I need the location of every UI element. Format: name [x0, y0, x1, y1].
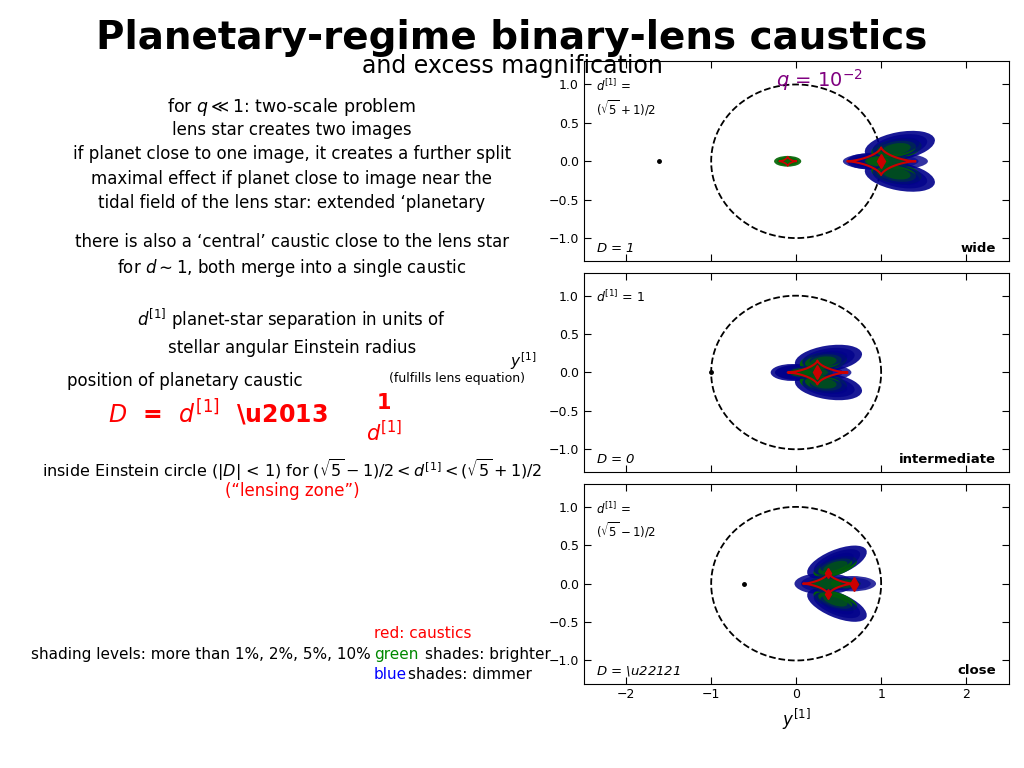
- Ellipse shape: [883, 167, 910, 180]
- Ellipse shape: [814, 549, 860, 575]
- Ellipse shape: [807, 545, 866, 579]
- Ellipse shape: [830, 580, 857, 588]
- Ellipse shape: [805, 376, 842, 391]
- Text: $D$ = \u22121: $D$ = \u22121: [596, 664, 681, 678]
- Text: there is also a ‘central’ caustic close to the lens star: there is also a ‘central’ caustic close …: [75, 233, 509, 250]
- Ellipse shape: [814, 592, 860, 618]
- Text: for $q \ll 1$: two-scale problem: for $q \ll 1$: two-scale problem: [167, 96, 417, 118]
- Ellipse shape: [802, 348, 855, 369]
- Ellipse shape: [812, 578, 842, 589]
- Ellipse shape: [810, 379, 847, 394]
- Ellipse shape: [881, 168, 920, 185]
- Text: $D$ = 0: $D$ = 0: [596, 453, 636, 466]
- Ellipse shape: [818, 558, 852, 575]
- Ellipse shape: [813, 590, 857, 611]
- Text: position of planetary caustic: position of planetary caustic: [67, 372, 302, 390]
- Ellipse shape: [834, 578, 870, 590]
- Text: blue: blue: [374, 667, 407, 683]
- Ellipse shape: [775, 366, 809, 379]
- Ellipse shape: [807, 588, 866, 622]
- Ellipse shape: [828, 576, 877, 591]
- Ellipse shape: [795, 573, 854, 594]
- Text: tidal field of the lens star: extended ‘planetary: tidal field of the lens star: extended ‘…: [98, 194, 485, 212]
- Ellipse shape: [861, 154, 909, 168]
- Ellipse shape: [810, 378, 837, 389]
- Ellipse shape: [871, 138, 922, 160]
- Ellipse shape: [865, 157, 889, 166]
- Ellipse shape: [852, 154, 919, 168]
- Text: $D$  =  $d^{[1]}$  \u2013: $D$ = $d^{[1]}$ \u2013: [108, 398, 328, 429]
- Ellipse shape: [823, 594, 848, 607]
- Ellipse shape: [783, 366, 843, 379]
- Text: $(\sqrt{5}+1)/2$: $(\sqrt{5}+1)/2$: [596, 98, 656, 118]
- Ellipse shape: [790, 369, 811, 376]
- Ellipse shape: [800, 352, 847, 372]
- Text: (“lensing zone”): (“lensing zone”): [224, 482, 359, 499]
- Ellipse shape: [801, 575, 848, 592]
- Ellipse shape: [865, 161, 935, 192]
- Ellipse shape: [877, 165, 916, 182]
- Text: inside Einstein circle ($|D|$ < 1) for $(\sqrt{5}-1)/2 < d^{[1]} < (\sqrt{5}+1)/: inside Einstein circle ($|D|$ < 1) for $…: [42, 457, 542, 483]
- Ellipse shape: [847, 154, 885, 169]
- Text: $q$ = 10$^{-2}$: $q$ = 10$^{-2}$: [776, 68, 862, 94]
- Ellipse shape: [851, 155, 881, 167]
- Text: $D$ = 1: $D$ = 1: [596, 242, 635, 255]
- Ellipse shape: [818, 592, 852, 609]
- Ellipse shape: [795, 368, 828, 377]
- Y-axis label: $y^{[1]}$: $y^{[1]}$: [510, 351, 537, 372]
- Text: $d^{[1]}$: $d^{[1]}$: [366, 420, 402, 445]
- Text: red: caustics: red: caustics: [374, 626, 471, 641]
- Ellipse shape: [813, 556, 857, 578]
- Text: for $d \sim 1$, both merge into a single caustic: for $d \sim 1$, both merge into a single…: [117, 257, 467, 280]
- Ellipse shape: [800, 373, 847, 393]
- Ellipse shape: [861, 155, 892, 167]
- Text: $(\sqrt{5}-1)/2$: $(\sqrt{5}-1)/2$: [596, 521, 656, 541]
- Ellipse shape: [826, 578, 861, 589]
- X-axis label: $y^{[1]}$: $y^{[1]}$: [782, 707, 810, 732]
- Ellipse shape: [802, 376, 855, 397]
- Text: wide: wide: [961, 242, 996, 255]
- Ellipse shape: [872, 165, 927, 188]
- Text: maximal effect if planet close to image near the: maximal effect if planet close to image …: [91, 170, 493, 187]
- Ellipse shape: [823, 561, 848, 573]
- Ellipse shape: [881, 137, 920, 154]
- Text: lens star creates two images: lens star creates two images: [172, 121, 412, 138]
- Ellipse shape: [777, 157, 799, 165]
- Ellipse shape: [791, 366, 833, 379]
- Text: shades: dimmer: shades: dimmer: [408, 667, 531, 683]
- Ellipse shape: [820, 596, 854, 614]
- Text: shading levels: more than 1%, 2%, 5%, 10%: shading levels: more than 1%, 2%, 5%, 10…: [31, 647, 371, 662]
- Ellipse shape: [877, 141, 916, 157]
- Ellipse shape: [775, 363, 851, 382]
- Ellipse shape: [771, 364, 813, 381]
- Ellipse shape: [820, 553, 854, 571]
- Ellipse shape: [808, 577, 846, 591]
- Ellipse shape: [774, 156, 801, 167]
- Ellipse shape: [883, 143, 910, 155]
- Ellipse shape: [795, 372, 862, 400]
- Ellipse shape: [810, 351, 847, 366]
- Ellipse shape: [805, 354, 842, 369]
- Ellipse shape: [872, 134, 927, 157]
- Text: $d^{[1]}$ =: $d^{[1]}$ =: [596, 501, 631, 517]
- Text: if planet close to one image, it creates a further split: if planet close to one image, it creates…: [73, 145, 511, 163]
- Ellipse shape: [843, 152, 928, 170]
- Ellipse shape: [786, 367, 814, 378]
- Ellipse shape: [795, 345, 862, 372]
- Text: close: close: [957, 664, 996, 677]
- Ellipse shape: [810, 356, 837, 367]
- Ellipse shape: [865, 131, 935, 161]
- Text: shades: brighter: shades: brighter: [425, 647, 551, 662]
- Text: 1: 1: [377, 393, 391, 413]
- Text: (fulfills lens equation): (fulfills lens equation): [389, 372, 525, 386]
- Text: and excess magnification: and excess magnification: [361, 54, 663, 78]
- Text: Planetary-regime binary-lens caustics: Planetary-regime binary-lens caustics: [96, 19, 928, 57]
- Ellipse shape: [867, 156, 904, 167]
- Text: $d^{[1]}$ =: $d^{[1]}$ =: [596, 78, 631, 94]
- Text: intermediate: intermediate: [899, 453, 996, 466]
- Ellipse shape: [871, 163, 922, 184]
- Text: green: green: [374, 647, 418, 662]
- Text: $d^{[1]}$ = 1: $d^{[1]}$ = 1: [596, 290, 645, 306]
- Text: $d^{[1]}$ planet-star separation in units of
stellar angular Einstein radius: $d^{[1]}$ planet-star separation in unit…: [137, 307, 446, 357]
